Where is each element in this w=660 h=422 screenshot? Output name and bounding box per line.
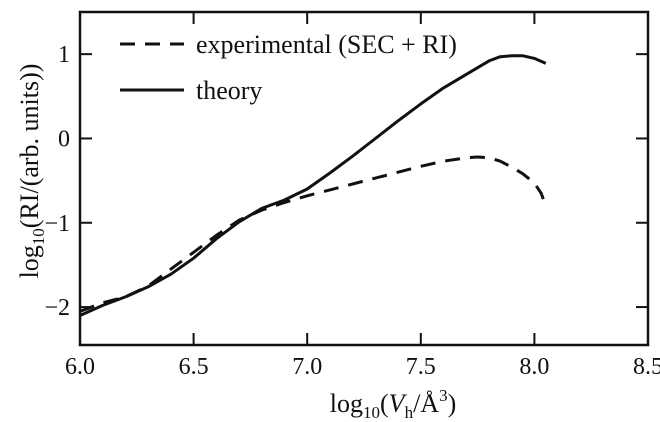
plot-frame (78, 10, 650, 347)
x-tick-label: 7.5 (406, 354, 436, 380)
y-tick-label: −1 (44, 211, 70, 237)
series-lines (79, 54, 548, 317)
y-axis-label: log10(RI/(arb. units)) (15, 64, 48, 279)
axis-ticks: 6.0 6.5 7.0 7.5 8.0 8.5 −2 −1 0 1 (44, 12, 660, 380)
x-tick-label: 8.5 (633, 354, 660, 380)
y-tick-label: 1 (58, 42, 70, 68)
x-tick-label: 6.5 (179, 354, 209, 380)
legend-label-theory: theory (196, 76, 262, 105)
x-tick-label: 8.0 (519, 354, 549, 380)
legend: experimental (SEC + RI) theory (120, 30, 457, 105)
x-axis-label: log10(Vh/Å3) (330, 386, 456, 422)
x-tick-label: 7.0 (292, 354, 322, 380)
series-line-theory (79, 54, 547, 317)
plot-area (78, 10, 650, 347)
x-tick-label: 6.0 (65, 354, 95, 380)
series-line-experimental (79, 155, 548, 313)
legend-label-experimental: experimental (SEC + RI) (196, 30, 457, 59)
y-tick-label: 0 (58, 126, 70, 152)
y-tick-label: −2 (44, 295, 70, 321)
